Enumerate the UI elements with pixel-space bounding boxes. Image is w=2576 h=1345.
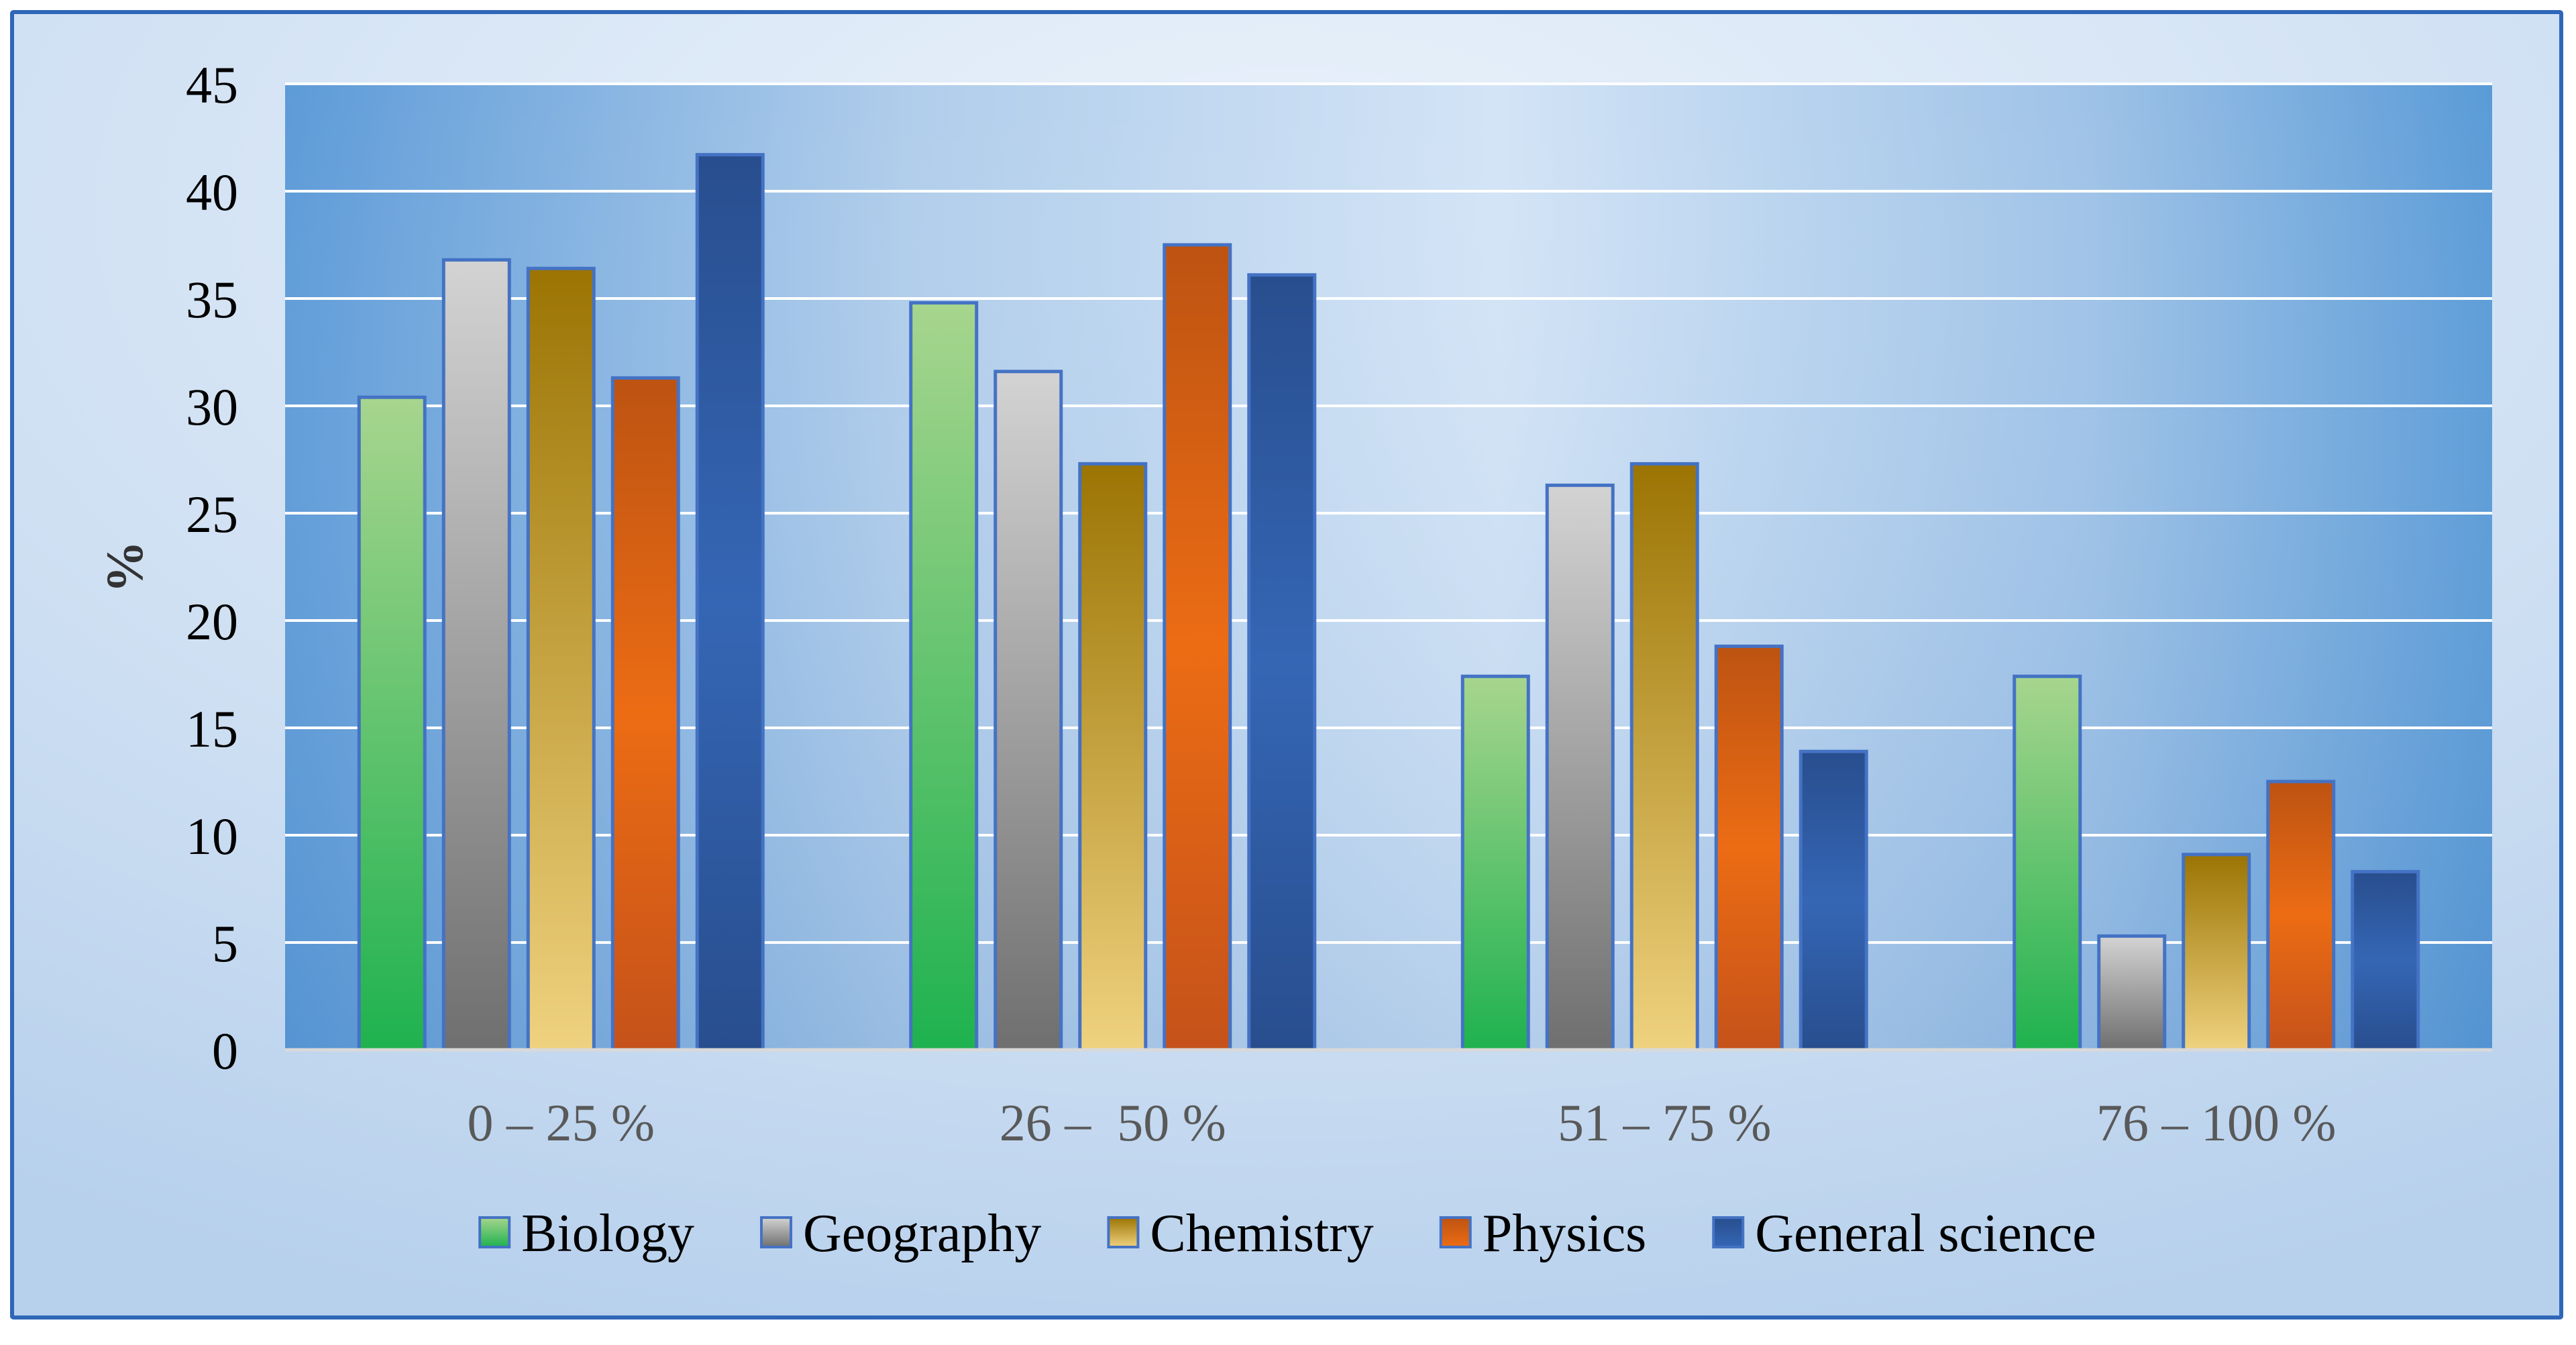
bar-biology (357, 395, 427, 1052)
legend-label: Biology (521, 1204, 694, 1263)
y-tick-label: 20 (186, 592, 238, 651)
y-axis-label: % (95, 541, 154, 593)
legend: Biology Geography Chemistry Physics General … (478, 1204, 2096, 1263)
y-tick-label: 10 (186, 807, 238, 865)
bar-chemistry (1078, 462, 1148, 1052)
legend-item-physics: Physics (1439, 1204, 1647, 1263)
bar-geography (441, 258, 511, 1052)
bar-general-science (1799, 749, 1868, 1052)
bars (357, 153, 2420, 1052)
bar-physics (1714, 644, 1784, 1052)
y-tick-label: 25 (186, 485, 238, 543)
legend-item-geography: Geography (759, 1204, 1041, 1263)
y-tick-label: 40 (186, 163, 238, 221)
bar-physics (610, 376, 680, 1052)
y-tick-label: 0 (212, 1022, 238, 1080)
y-tick-label: 30 (186, 378, 238, 436)
legend-item-biology: Biology (478, 1204, 694, 1263)
bar-biology (2012, 674, 2082, 1052)
bar-chemistry (1629, 462, 1699, 1052)
y-tick-label: 15 (186, 700, 238, 758)
bar-biology (1460, 674, 1530, 1052)
bar-biology (909, 301, 979, 1052)
x-tick-label: 26 – 50 % (1000, 1093, 1226, 1152)
x-tick-label: 51 – 75 % (1558, 1093, 1771, 1152)
bar-chemistry (526, 266, 596, 1052)
legend-swatch (478, 1216, 511, 1248)
legend-swatch (1107, 1216, 1140, 1248)
bar-chemistry (2182, 853, 2251, 1052)
legend-label: Geography (803, 1204, 1041, 1263)
y-tick-label: 35 (186, 270, 238, 329)
x-tick-label: 0 – 25 % (468, 1093, 655, 1152)
bar-general-science (695, 153, 765, 1052)
bar-general-science (2351, 869, 2420, 1052)
legend-swatch (759, 1216, 792, 1248)
y-tick-label: 45 (186, 56, 238, 114)
bar-geography (994, 370, 1063, 1052)
legend-label: Chemistry (1150, 1204, 1373, 1263)
legend-swatch (1712, 1216, 1745, 1248)
bar-physics (2266, 779, 2336, 1052)
legend-item-chemistry: Chemistry (1107, 1204, 1374, 1263)
legend-label: General science (1755, 1204, 2096, 1263)
bar-geography (2097, 934, 2167, 1052)
y-tick-label: 5 (212, 914, 238, 973)
legend-item-general-science: General science (1712, 1204, 2096, 1263)
legend-label: Physics (1483, 1204, 1647, 1263)
axes: 0 5 10 15 20 25 30 35 40 45% 0 – 25 % 26 – 50 % 51 –… (95, 56, 2492, 1152)
bar-physics (1163, 243, 1232, 1052)
bar-geography (1545, 483, 1615, 1052)
x-tick-label: 76 – 100 % (2096, 1093, 2336, 1152)
bar-general-science (1247, 273, 1317, 1052)
legend-swatch (1439, 1216, 1472, 1248)
